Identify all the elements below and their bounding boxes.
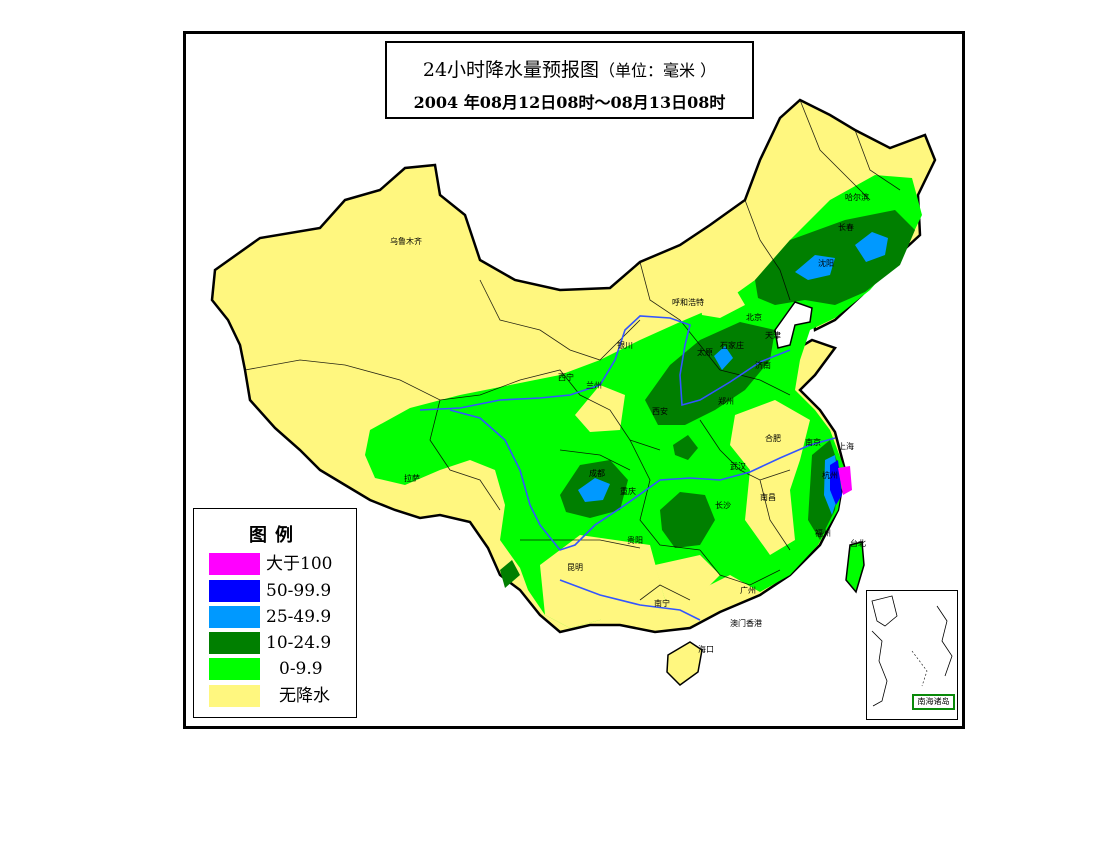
city-label-chengdu: 成都 [589,469,605,478]
city-label-lhasa: 拉萨 [404,474,420,483]
city-label-nanchang: 南昌 [760,493,776,502]
legend-label: 0-9.9 [279,659,323,679]
legend-item: 10-24.9 [209,632,349,654]
city-label-zhengzhou: 郑州 [718,397,734,406]
city-label-beijing: 北京 [746,313,762,322]
dry-area-guangxi [655,555,720,600]
legend-label: 大于100 [266,554,333,574]
map-title-unit: （单位：毫米 ） [599,61,717,80]
province-boundaries [244,99,901,601]
hainan-island [666,641,703,686]
legend-label: 50-99.9 [266,581,332,601]
city-label-xining: 西宁 [558,373,574,382]
city-label-nanjing: 南京 [805,438,821,447]
city-label-taiyuan: 太原 [697,348,713,357]
city-label-xian: 西安 [652,407,668,416]
legend-label: 10-24.9 [266,633,332,653]
dry-area-north [700,288,745,318]
rain-area-25-49.9-ne1 [855,232,888,262]
dry-area-yunnan [540,535,665,628]
rain-area-25-49.9-north [714,346,733,370]
pearl-river [559,579,701,621]
rain-area-10-24.9-north-china [645,322,775,425]
city-label-harbin: 哈尔滨 [845,193,869,202]
city-label-wuhan: 武汉 [730,462,746,471]
city-label-changsha: 长沙 [715,501,731,510]
taiwan-island [845,541,865,594]
city-label-haikou: 海口 [698,645,714,654]
city-label-yinchuan: 银川 [617,341,633,350]
rain-area-10-24.9-hunan [660,492,715,548]
city-label-chongqing: 重庆 [620,487,636,496]
dry-area-qinghai [575,385,625,432]
city-label-hangzhou: 杭州 [822,471,838,480]
legend-swatch [209,580,260,602]
city-label-jinan: 济南 [755,361,771,370]
rain-area-25-49.9-ne2 [795,255,835,280]
city-label-shenyang: 沈阳 [818,259,834,268]
legend-label: 25-49.9 [266,607,332,627]
legend-item: 50-99.9 [209,580,349,602]
city-label-macau-hk: 澳门香港 [730,619,762,628]
inset-map [871,595,953,707]
inset-label: 南海诸岛 [912,694,955,710]
map-subtitle-time-range: 2004 年08月12日08时～08月13日08时 [413,93,726,112]
map-title-main: 24小时降水量预报图 [422,59,600,81]
rain-area-over-100 [838,466,852,495]
map-title-box: 24小时降水量预报图（单位：毫米 ） 2004 年08月12日08时～08月13… [385,41,754,119]
city-label-guangzhou: 广州 [740,586,756,595]
city-label-taibei: 台北 [850,539,866,548]
city-label-changchun: 长春 [838,223,854,232]
city-label-shanghai: 上海 [838,442,854,451]
city-label-shijiazhuang: 石家庄 [720,341,744,350]
legend-swatch [209,606,260,628]
legend-swatch [209,553,260,575]
legend-item: 25-49.9 [209,606,349,628]
legend-label: 无降水 [279,686,330,706]
city-label-fuzhou: 福州 [815,529,831,538]
legend-title: 图例 [249,525,301,546]
city-label-guiyang: 贵阳 [627,536,643,545]
city-label-nanning: 南宁 [654,599,670,608]
legend-swatch [209,632,260,654]
yellow-river [419,315,791,411]
city-label-hefei: 合肥 [765,434,781,443]
yangtze-river [449,409,836,551]
rain-area-10-24.9-henan [673,435,698,460]
city-label-urumqi: 乌鲁木齐 [390,237,422,246]
south-china-sea-inset: 南海诸岛 [866,590,958,720]
rain-area-25-49.9-sichuan [578,478,610,502]
legend-item: 0-9.9 [209,658,349,680]
bohai-sea [774,301,813,349]
dry-area-jianghuai [730,400,810,555]
legend-swatch [209,685,260,707]
legend: 图例 大于100 50-99.9 25-49.9 10-24.9 0-9.9 无… [193,508,357,718]
map-title: 24小时降水量预报图（单位：毫米 ） [387,55,752,82]
city-label-tianjin: 天津 [765,331,781,340]
rain-area-10-24.9-southwest [500,560,520,588]
city-label-lanzhou: 兰州 [586,381,602,390]
legend-swatch [209,658,260,680]
legend-item: 无降水 [209,685,349,707]
city-label-kunming: 昆明 [567,563,583,572]
legend-item: 大于100 [209,553,349,575]
rivers [419,315,836,621]
city-label-hohhot: 呼和浩特 [672,298,704,307]
